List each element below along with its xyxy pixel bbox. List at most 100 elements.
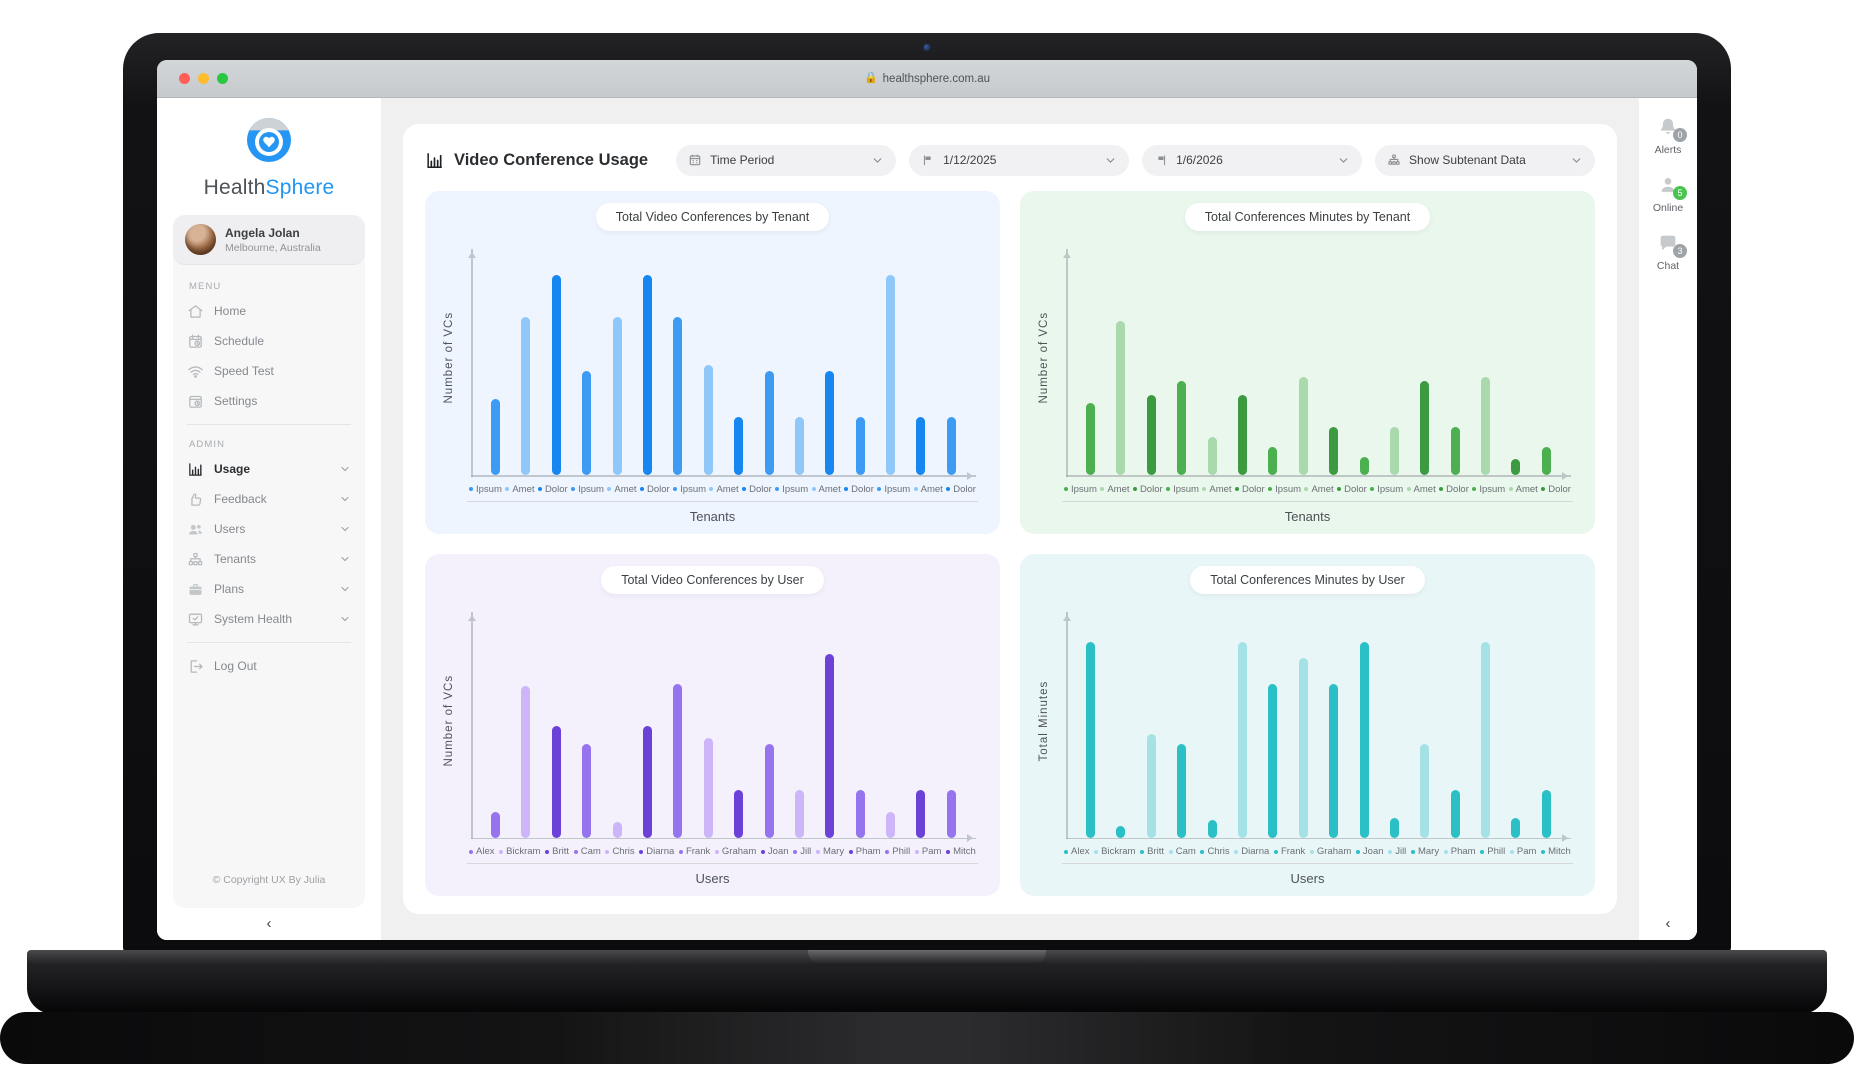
sidebar-item-feedback[interactable]: Feedback [187,484,351,514]
bars [1086,275,1551,475]
bar [1329,683,1339,838]
wifi-icon [188,365,203,378]
chat-bubble-icon [1660,235,1676,251]
bar [734,789,744,838]
time-period-dropdown[interactable]: Time Period [676,144,897,176]
brand-name: HealthSphere [203,176,335,199]
filter-label: Show Subtenant Data [1409,153,1526,167]
category-dot [848,849,853,854]
online-button[interactable]: 5 Online [1653,172,1687,214]
logout-icon [190,659,203,673]
subtenant-data-dropdown[interactable]: Show Subtenant Data [1375,144,1596,176]
category-dot [1202,487,1207,491]
bar [1359,641,1369,838]
category-label: Dolor [640,484,670,495]
filter-label: 1/12/2025 [943,153,997,167]
sidebar-item-logout[interactable]: Log Out [187,651,351,681]
category-dot [913,487,918,491]
y-axis [468,611,475,839]
bar [1177,381,1187,475]
bar [1268,683,1278,838]
category-label: Amet [607,484,637,495]
sidebar-collapse-button[interactable]: ‹ [266,915,272,932]
category-label: Mary [815,846,844,857]
category-label: Bickram [1094,846,1135,857]
bar [703,737,713,838]
bars [491,275,956,475]
category-label: Dolor [1439,484,1469,495]
bar [1329,427,1339,475]
laptop-bezel: 🔒 healthsphere.com.au [123,33,1731,955]
category-dot [469,849,473,854]
end-date-dropdown[interactable]: 1/6/2026 [1142,144,1363,176]
sidebar-item-usage[interactable]: Usage [187,454,351,484]
category-label: Ipsum [673,484,706,495]
laptop-base-shadow [0,1012,1854,1064]
category-dot [885,849,890,854]
bar [1177,743,1187,838]
sidebar-item-system-health[interactable]: System Health [187,604,351,634]
category-label: Pam [914,846,941,857]
sidebar-item-schedule[interactable]: Schedule [187,326,351,356]
zoom-window-button[interactable] [217,73,228,84]
sidebar-item-home[interactable]: Home [187,296,351,326]
bar [1086,641,1095,838]
category-label: Joan [1355,846,1384,857]
category-dot [505,487,510,491]
bar [916,417,926,475]
sidebar-item-plans[interactable]: Plans [187,574,351,604]
bar [946,417,956,475]
user-name: Angela Jolan [225,225,300,240]
bars [491,638,956,838]
category-dot [1064,849,1068,854]
laptop-display: 🔒 healthsphere.com.au [157,60,1697,940]
chat-button[interactable]: 3 Chat [1655,230,1687,272]
bar [551,275,561,475]
category-dot [1094,849,1099,854]
menu-divider [187,424,351,425]
category-dot [1168,849,1173,854]
bar [1450,427,1460,475]
bar [582,371,592,475]
bar [1116,321,1126,475]
category-dot [815,849,820,854]
sidebar: HealthSphere Angela Jolan Melbourne, Aus… [157,98,381,940]
monitor-check-icon [188,613,203,625]
minimize-window-button[interactable] [198,73,209,84]
panel-header: Video Conference Usage Time Period [425,139,1596,181]
category-dot [1472,487,1477,491]
bar [1298,657,1308,838]
sidebar-item-speed-test[interactable]: Speed Test [187,356,351,386]
bar [886,811,896,838]
category-label: Dolor [844,484,874,495]
calendar-icon [689,154,701,166]
address-bar[interactable]: 🔒 healthsphere.com.au [864,73,990,85]
close-window-button[interactable] [179,73,190,84]
user-card[interactable]: Angela Jolan Melbourne, Australia [173,215,365,265]
sidebar-item-users[interactable]: Users [187,514,351,544]
chart-title: Total Conferences Minutes by Tenant [1184,203,1431,231]
category-dot [1337,487,1342,491]
category-dot [678,849,683,854]
url-text: healthsphere.com.au [882,72,991,85]
category-dot [640,487,645,491]
filter-bar: Time Period 1/12/2025 [676,144,1596,176]
category-label: Bickram [499,846,540,857]
start-date-dropdown[interactable]: 1/12/2025 [909,144,1130,176]
bar [825,371,835,475]
rail-collapse-button[interactable]: ‹ [1665,915,1671,932]
category-label: Jill [793,846,811,857]
sidebar-item-label: Feedback [214,492,267,506]
category-dot [1268,487,1273,491]
sidebar-item-tenants[interactable]: Tenants [187,544,351,574]
sidebar-item-settings[interactable]: Settings [187,386,351,416]
window-controls[interactable] [179,73,228,84]
category-dot [469,487,473,491]
alerts-button[interactable]: 0 Alerts [1655,114,1687,156]
chat-count-badge: 3 [1673,244,1687,258]
category-label: Graham [714,846,756,857]
category-label: Ipsum [1268,484,1301,495]
category-dot [1100,487,1105,491]
category-dot [1508,487,1513,491]
